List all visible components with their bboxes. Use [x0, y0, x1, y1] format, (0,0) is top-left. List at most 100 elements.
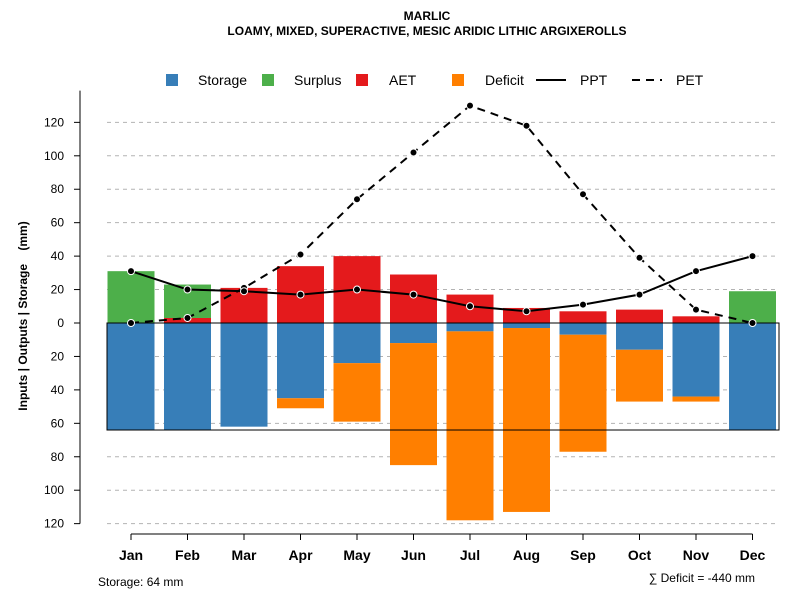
pet-point: [183, 313, 192, 322]
line-layer: [127, 101, 757, 327]
storage-bar: [672, 323, 720, 397]
chart-title: MARLIC: [404, 9, 451, 23]
ppt-point: [296, 290, 305, 299]
storage-bar: [503, 323, 550, 329]
grid-lines: [107, 121, 779, 525]
surplus-bar: [107, 271, 155, 323]
storage-bar: [277, 323, 324, 399]
aet-bar: [559, 311, 607, 323]
x-tick-label: Aug: [513, 547, 540, 563]
storage-bar: [616, 323, 663, 350]
legend-label: PET: [676, 72, 704, 88]
storage-bar: [729, 323, 776, 431]
chart-subtitle: LOAMY, MIXED, SUPERACTIVE, MESIC ARIDIC …: [227, 24, 626, 38]
ppt-point: [635, 290, 644, 299]
deficit-bar: [277, 398, 324, 409]
ppt-point: [579, 300, 587, 309]
y-tick-label: 80: [51, 182, 65, 196]
ppt-point: [522, 307, 531, 316]
storage-bar: [107, 323, 155, 431]
axes-layer: 120 100 80 60 40 20 0 20 40 60 80 100 120 Jan Feb Mar Ap…: [44, 90, 766, 563]
ppt-line: [130, 255, 753, 313]
legend-swatch: [262, 74, 274, 86]
chart-legend: Storage Surplus AET Deficit PPT PET: [166, 72, 704, 88]
storage-bar: [390, 323, 437, 344]
surplus-bar: [729, 291, 776, 323]
pet-point: [692, 305, 700, 314]
legend-label: Deficit: [485, 72, 524, 88]
deficit-bar: [333, 363, 381, 422]
x-tick-label: Jan: [119, 547, 143, 563]
x-tick-label: Dec: [740, 547, 766, 563]
legend-label: PPT: [580, 72, 608, 88]
storage-capacity-layer: [106, 322, 780, 431]
x-tick-label: Jul: [460, 547, 480, 563]
pet-point: [296, 250, 305, 259]
y-axis-label: Inputs | Outputs | Storage (mm): [16, 221, 30, 410]
ppt-point: [409, 290, 418, 299]
aet-bar: [616, 309, 663, 323]
pet-line: [130, 104, 753, 324]
y-tick-label: 0: [57, 316, 64, 330]
x-tick-label: Feb: [175, 547, 200, 563]
legend-label: AET: [389, 72, 417, 88]
y-tick-label: 100: [44, 149, 64, 163]
deficit-annotation: ∑ Deficit = -440 mm: [649, 571, 755, 585]
y-tick-label: 80: [51, 450, 65, 464]
legend-swatch: [356, 74, 368, 86]
y-tick-label: 120: [44, 115, 64, 129]
y-tick-label: 60: [51, 216, 65, 230]
y-tick-label: 40: [51, 383, 65, 397]
storage-bar: [333, 323, 381, 364]
legend-label: Storage: [198, 72, 247, 88]
deficit-bar: [446, 331, 494, 521]
aet-bar: [672, 316, 720, 323]
storage-capacity-box: [106, 322, 780, 431]
pet-point: [522, 121, 531, 130]
storage-bar: [220, 323, 268, 427]
ppt-point: [127, 267, 135, 276]
y-tick-label: 60: [51, 416, 65, 430]
storage-bar: [559, 323, 607, 335]
deficit-bar: [390, 343, 437, 466]
deficit-bar: [503, 328, 550, 512]
y-tick-label: 40: [51, 249, 65, 263]
pet-point: [466, 101, 474, 110]
legend-label: Surplus: [294, 72, 341, 88]
deficit-bar: [616, 349, 663, 402]
ppt-point: [692, 267, 700, 276]
pet-point: [409, 148, 418, 157]
ppt-point: [466, 302, 474, 311]
pet-point: [127, 319, 135, 327]
y-tick-label: 20: [51, 349, 65, 363]
ppt-point: [240, 287, 248, 296]
x-tick-label: Sep: [570, 547, 596, 563]
x-tick-label: Nov: [683, 547, 710, 563]
ppt-point: [748, 252, 757, 261]
pet-point: [579, 190, 587, 199]
y-tick-label: 120: [44, 517, 64, 531]
deficit-bar: [559, 334, 607, 452]
x-tick-label: Oct: [628, 547, 652, 563]
x-tick-label: Apr: [288, 547, 313, 563]
storage-annotation: Storage: 64 mm: [98, 575, 183, 589]
y-tick-label: 20: [51, 283, 65, 297]
aet-bar: [503, 307, 550, 323]
x-tick-label: Jun: [401, 547, 426, 563]
legend-swatch: [166, 74, 178, 86]
y-tick-label: 100: [44, 483, 64, 497]
pet-point: [353, 195, 361, 204]
ppt-point: [183, 285, 192, 294]
pet-point: [748, 319, 757, 327]
deficit-bar: [672, 396, 720, 402]
pet-point: [635, 253, 644, 262]
legend-swatch: [452, 74, 464, 86]
ppt-point: [353, 285, 361, 294]
storage-bar: [446, 323, 494, 332]
x-tick-label: Mar: [232, 547, 257, 563]
x-tick-label: May: [343, 547, 370, 563]
bar-layer: [107, 256, 776, 521]
storage-bar: [164, 323, 211, 431]
